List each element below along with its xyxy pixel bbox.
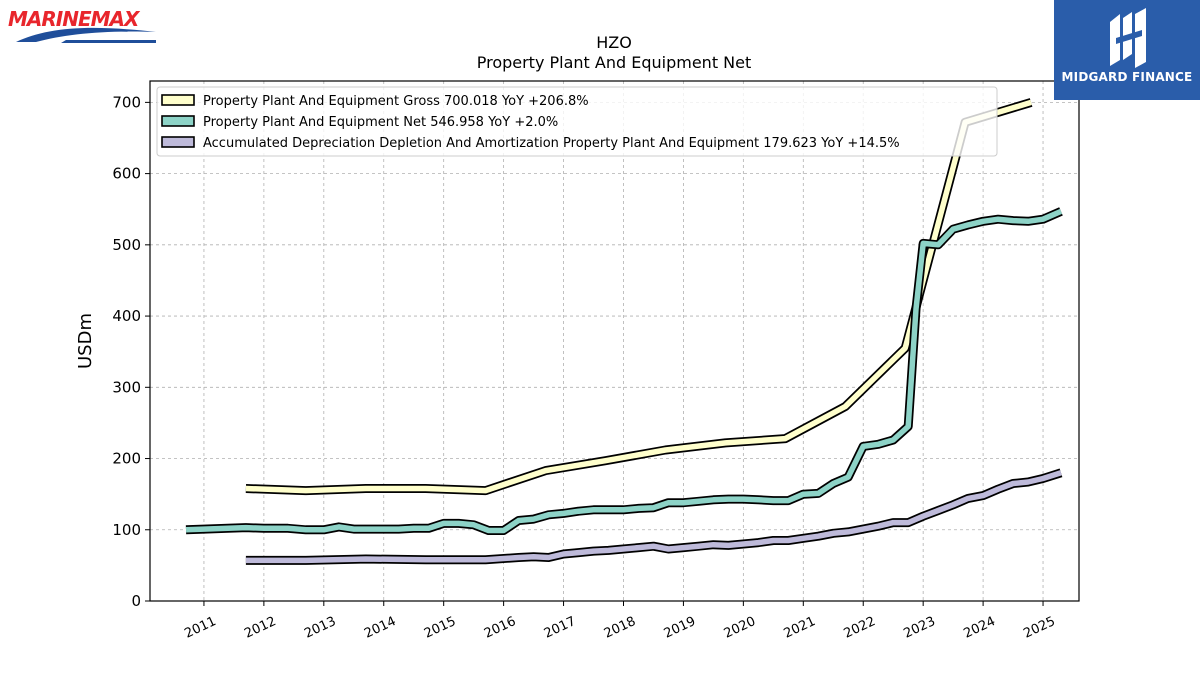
y-tick-label: 300 [112, 378, 141, 396]
legend-entry-0: Property Plant And Equipment Gross 700.0… [203, 94, 589, 109]
x-tick-label: 2011 [182, 614, 218, 642]
legend-swatch-2 [161, 136, 195, 148]
series-layer [185, 98, 1063, 565]
y-tick-label: 500 [112, 236, 141, 254]
plot-frame [149, 80, 1080, 602]
x-tick-label: 2016 [482, 614, 518, 642]
x-tick-label: 2025 [1021, 614, 1057, 642]
x-tick-label: 2012 [242, 614, 278, 642]
legend-entry-1: Property Plant And Equipment Net 546.958… [203, 115, 558, 130]
midgard-finance-logo: MIDGARD FINANCE [1054, 0, 1200, 100]
legend-box [156, 86, 998, 157]
x-tick-label: 2024 [961, 614, 997, 642]
legend-swatch-1 [161, 115, 195, 127]
x-tick-label: 2022 [842, 614, 878, 642]
series-line-2 [245, 470, 1062, 564]
legend-entry-2: Accumulated Depreciation Depletion And A… [203, 136, 900, 151]
y-axis-label: USDm [75, 313, 96, 369]
x-tick-label: 2015 [422, 614, 458, 642]
x-tick-label: 2017 [542, 614, 578, 642]
x-tick-label: 2013 [302, 614, 338, 642]
y-tick-label: 100 [112, 521, 141, 539]
y-tick-label: 200 [112, 450, 141, 468]
y-tick-label: 600 [112, 165, 141, 183]
midgard-finance-label: MIDGARD FINANCE [1061, 70, 1193, 84]
legend: Property Plant And Equipment Gross 700.0… [156, 86, 998, 157]
y-tick-label: 400 [112, 307, 141, 325]
x-tick-label: 2014 [362, 614, 398, 642]
x-tick-label: 2023 [902, 614, 938, 642]
series-line-1 [185, 208, 1063, 534]
series-line-0 [245, 99, 1032, 494]
midgard-emblem-icon [1110, 8, 1146, 68]
chart-title: HZO [596, 33, 632, 52]
y-tick-label: 700 [112, 93, 141, 111]
x-tick-label: 2021 [782, 614, 818, 642]
grid [150, 81, 1079, 602]
chart-subtitle: Property Plant And Equipment Net [477, 53, 752, 72]
marinemax-logo-text: MARINEMAX [8, 7, 141, 31]
x-tick-label: 2019 [662, 614, 698, 642]
x-tick-label: 2020 [722, 614, 758, 642]
x-tick-label: 2018 [602, 614, 638, 642]
legend-swatch-0 [161, 94, 195, 106]
y-tick-label: 0 [131, 592, 141, 610]
marinemax-logo: MARINEMAX [6, 6, 166, 46]
